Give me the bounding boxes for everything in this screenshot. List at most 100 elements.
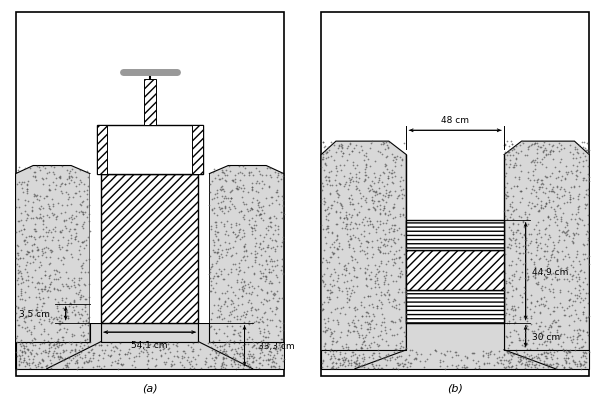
Point bbox=[329, 240, 338, 246]
Point bbox=[387, 256, 397, 263]
Point bbox=[360, 342, 370, 348]
Point bbox=[539, 248, 549, 254]
Point bbox=[225, 245, 235, 251]
Point bbox=[581, 231, 591, 237]
Point bbox=[373, 343, 383, 349]
Point bbox=[329, 143, 338, 149]
Point bbox=[107, 359, 117, 366]
Point bbox=[214, 350, 224, 357]
Point bbox=[144, 358, 153, 364]
Point bbox=[345, 140, 355, 147]
Point bbox=[347, 257, 357, 263]
Point bbox=[562, 233, 571, 239]
Point bbox=[368, 189, 378, 195]
Point bbox=[67, 212, 77, 219]
Point bbox=[549, 207, 559, 213]
Point bbox=[527, 358, 536, 365]
Point bbox=[268, 244, 277, 251]
Point bbox=[134, 345, 144, 351]
Point bbox=[331, 221, 340, 228]
Point bbox=[321, 240, 331, 247]
Point bbox=[342, 226, 352, 233]
Point bbox=[390, 297, 400, 304]
Point bbox=[205, 189, 214, 195]
Point bbox=[73, 256, 83, 262]
Point bbox=[503, 360, 513, 366]
Point bbox=[323, 149, 332, 156]
Point bbox=[21, 314, 31, 320]
Point bbox=[211, 225, 221, 231]
Point bbox=[540, 203, 550, 209]
Point bbox=[341, 209, 351, 215]
Point bbox=[562, 305, 572, 312]
Point bbox=[494, 348, 503, 354]
Point bbox=[540, 226, 550, 232]
Point bbox=[171, 342, 181, 348]
Point bbox=[526, 160, 536, 166]
Point bbox=[360, 319, 370, 325]
Point bbox=[239, 269, 249, 276]
Point bbox=[517, 294, 527, 300]
Point bbox=[258, 245, 268, 252]
Point bbox=[237, 234, 247, 240]
Point bbox=[348, 162, 357, 168]
Point bbox=[272, 274, 282, 281]
Point bbox=[345, 294, 355, 300]
Point bbox=[368, 223, 378, 229]
Point bbox=[255, 211, 265, 218]
Point bbox=[218, 347, 228, 354]
Point bbox=[379, 273, 389, 279]
Point bbox=[28, 359, 38, 366]
Point bbox=[70, 190, 80, 196]
Point bbox=[568, 239, 578, 245]
Point bbox=[503, 348, 513, 354]
Point bbox=[66, 347, 76, 353]
Point bbox=[106, 352, 115, 358]
Point bbox=[258, 203, 268, 209]
Point bbox=[541, 256, 551, 263]
Point bbox=[320, 328, 330, 335]
Point bbox=[539, 304, 549, 310]
Point bbox=[265, 317, 275, 323]
Point bbox=[210, 365, 219, 372]
Point bbox=[570, 358, 580, 365]
Point bbox=[70, 353, 79, 360]
Point bbox=[31, 214, 41, 221]
Point bbox=[273, 223, 282, 230]
Point bbox=[342, 216, 352, 223]
Point bbox=[214, 314, 224, 320]
Point bbox=[344, 151, 354, 158]
Point bbox=[510, 312, 520, 318]
Point bbox=[227, 308, 236, 314]
Point bbox=[359, 338, 369, 344]
Point bbox=[360, 269, 370, 276]
Point bbox=[230, 205, 240, 212]
Point bbox=[196, 365, 205, 372]
Point bbox=[206, 344, 216, 350]
Point bbox=[341, 354, 351, 361]
Point bbox=[235, 353, 245, 360]
Point bbox=[246, 307, 256, 313]
Point bbox=[552, 223, 562, 229]
Point bbox=[370, 313, 379, 320]
Point bbox=[49, 354, 59, 360]
Point bbox=[54, 322, 64, 328]
Point bbox=[375, 332, 385, 338]
Point bbox=[245, 207, 255, 213]
Point bbox=[255, 268, 265, 274]
Point bbox=[277, 194, 287, 200]
Point bbox=[540, 241, 549, 247]
Point bbox=[514, 337, 524, 344]
Point bbox=[503, 289, 513, 295]
Point bbox=[272, 350, 282, 356]
Point bbox=[51, 276, 60, 283]
Point bbox=[511, 362, 521, 368]
Point bbox=[218, 175, 227, 181]
Point bbox=[507, 205, 517, 211]
Point bbox=[350, 363, 360, 369]
Point bbox=[513, 255, 523, 262]
Point bbox=[236, 344, 246, 350]
Point bbox=[334, 287, 344, 294]
Point bbox=[256, 211, 266, 218]
Point bbox=[258, 270, 268, 276]
